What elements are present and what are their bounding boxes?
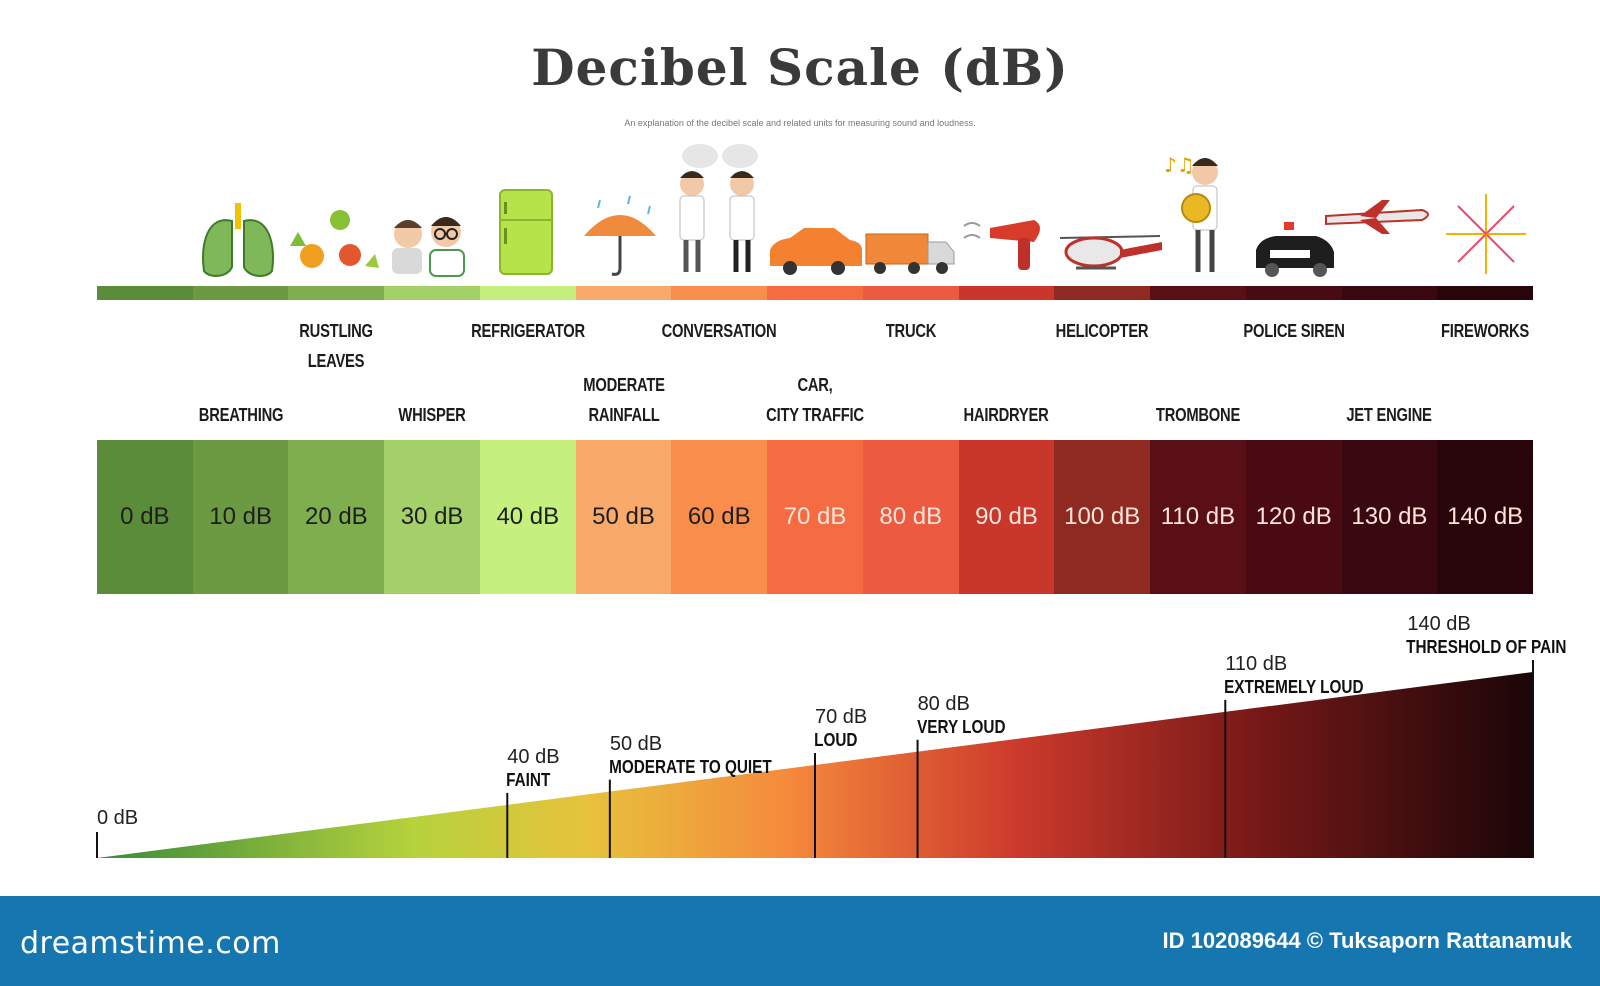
loudness-level-marker: 70 dB LOUD xyxy=(809,705,867,751)
color-bar-segment xyxy=(288,286,385,300)
color-bar-segment xyxy=(1054,286,1151,300)
image-credit: ID 102089644 © Tuksaporn Rattanamuk xyxy=(1162,928,1572,953)
scale-cell: 140 dB xyxy=(1437,440,1534,594)
scale-cell: 110 dB xyxy=(1150,440,1246,594)
decibel-scale-band: 0 dB 10 dB 20 dB 30 dB 40 dB 50 dB 60 dB 70 dB 8… xyxy=(97,440,1534,594)
sound-source-label: POLICE SIREN xyxy=(1243,321,1345,341)
sound-source-label: REFRIGERATOR xyxy=(470,321,585,341)
sound-source-label: WHISPER xyxy=(398,405,466,425)
conversation-icon xyxy=(679,144,758,272)
helicopter-icon xyxy=(1059,235,1162,270)
sound-source-label: TROMBONE xyxy=(1155,405,1240,425)
hairdryer-icon xyxy=(963,220,1040,270)
police-car-icon xyxy=(1256,222,1334,277)
loudness-db-label: 70 dB xyxy=(815,706,868,728)
loudness-level-name: FAINT xyxy=(506,769,551,790)
loudness-level-marker: 140 dB THRESHOLD OF PAIN xyxy=(1401,612,1596,658)
page-subtitle: An explanation of the decibel scale and … xyxy=(624,118,976,128)
color-bar-segment xyxy=(1437,286,1534,300)
loudness-db-label: 140 dB xyxy=(1407,613,1471,635)
color-bar-segment xyxy=(862,286,959,300)
sound-source-label: JET ENGINE xyxy=(1346,405,1433,425)
loudness-level-name: MODERATE TO QUIET xyxy=(608,756,772,777)
scale-cell: 90 dB xyxy=(958,440,1055,594)
loudness-level-name: THRESHOLD OF PAIN xyxy=(1406,637,1567,657)
loudness-db-label: 40 dB xyxy=(507,745,560,768)
color-bar-segment xyxy=(192,286,289,300)
sound-source-label: RUSTLING LEAVES xyxy=(299,321,374,371)
loudness-db-label: 50 dB xyxy=(609,732,663,755)
loudness-level-name: LOUD xyxy=(814,730,858,750)
scale-cell: 100 dB xyxy=(1054,440,1151,594)
loudness-wedge xyxy=(96,660,1534,858)
refrigerator-icon xyxy=(499,189,553,275)
color-scale-bar xyxy=(97,286,1534,300)
scale-cell: 20 dB xyxy=(288,440,385,594)
loudness-db-label: 80 dB xyxy=(917,692,970,715)
scale-cell: 10 dB xyxy=(192,440,289,594)
color-bar-segment xyxy=(1245,286,1342,300)
lungs-icon xyxy=(202,203,274,277)
sound-source-label: FIREWORKS xyxy=(1441,321,1530,341)
footer-bar: dreamstime.com ID 102089644 © Tuksaporn … xyxy=(0,896,1600,986)
color-bar-segment xyxy=(767,286,863,300)
scale-cell: 40 dB xyxy=(479,440,576,594)
dreamstime-logo[interactable]: dreamstime.com xyxy=(20,926,281,961)
sound-source-label: MODERATE RAINFALL xyxy=(582,375,665,425)
loudness-level-marker: 40 dB FAINT xyxy=(501,745,559,791)
loudness-level-marker: 0 dB xyxy=(91,806,138,830)
color-bar-segment xyxy=(671,286,768,300)
leaves-icon xyxy=(290,210,379,268)
color-bar-segment xyxy=(97,286,193,300)
svg-text:♪♫: ♪♫ xyxy=(1164,153,1195,177)
scale-cell: 120 dB xyxy=(1245,440,1342,594)
color-bar-segment xyxy=(958,286,1055,300)
loudness-db-label: 110 dB xyxy=(1225,652,1288,675)
loudness-level-marker: 50 dB MODERATE TO QUIET xyxy=(604,732,801,778)
loudness-db-label: 0 dB xyxy=(97,807,139,829)
umbrella-icon xyxy=(584,195,656,276)
color-bar-segment xyxy=(1341,286,1438,300)
scale-cell: 60 dB xyxy=(671,440,768,594)
color-bar-segment xyxy=(575,286,672,300)
loudness-level-marker: 80 dB VERY LOUD xyxy=(912,692,1022,738)
page-title: Decibel Scale (dB) xyxy=(531,38,1069,97)
sound-source-label: CONVERSATION xyxy=(661,321,777,341)
whisper-icon xyxy=(392,217,465,277)
truck-icon xyxy=(865,233,955,274)
color-bar-segment xyxy=(479,286,576,300)
scale-cell: 50 dB xyxy=(575,440,672,594)
color-bar-segment xyxy=(1150,286,1246,300)
scale-cell: 80 dB xyxy=(862,440,959,594)
loudness-level-name: EXTREMELY LOUD xyxy=(1224,676,1364,697)
sound-source-label: HAIRDRYER xyxy=(963,405,1049,425)
fireworks-icon xyxy=(1446,194,1526,274)
car-icon xyxy=(770,228,862,275)
color-bar-segment xyxy=(384,286,480,300)
sound-source-label: HELICOPTER xyxy=(1055,321,1149,341)
scale-cell: 0 dB xyxy=(97,440,193,594)
jet-icon xyxy=(1325,200,1429,234)
loudness-level-marker: 110 dB EXTREMELY LOUD xyxy=(1219,652,1389,698)
illustrations: ♪♫ xyxy=(202,144,1526,277)
sound-source-label: CAR, CITY TRAFFIC xyxy=(766,375,864,425)
trombone-icon: ♪♫ xyxy=(1164,153,1218,272)
scale-cell: 70 dB xyxy=(767,440,863,594)
scale-cell: 130 dB xyxy=(1341,440,1438,594)
loudness-level-name: VERY LOUD xyxy=(916,716,1006,737)
sound-source-label: BREATHING xyxy=(198,405,283,425)
sound-source-label: TRUCK xyxy=(885,321,937,341)
scale-cell: 30 dB xyxy=(384,440,480,594)
